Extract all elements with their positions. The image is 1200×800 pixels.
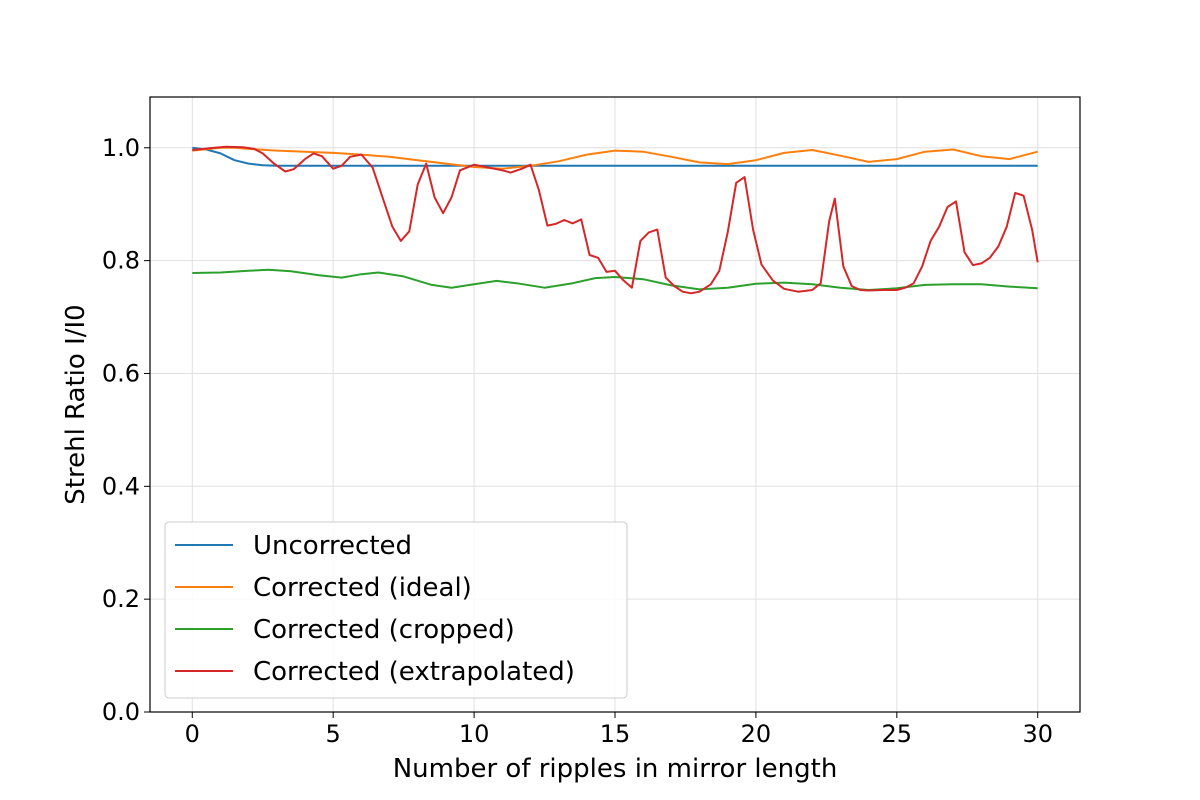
x-tick-label: 20 [741, 720, 772, 748]
x-tick-label: 10 [459, 720, 490, 748]
legend-label: Corrected (ideal) [253, 573, 472, 603]
x-tick-label: 25 [882, 720, 913, 748]
x-axis-ticks: 0 5 10 15 20 25 30 [185, 712, 1053, 748]
legend-label: Corrected (extrapolated) [253, 657, 575, 687]
x-tick-label: 0 [185, 720, 200, 748]
y-axis-ticks: 0.0 0.2 0.4 0.6 0.8 1.0 [102, 134, 150, 726]
series-line-corrected-extrapolated [192, 145, 1039, 295]
legend: Uncorrected Corrected (ideal) Corrected (c… [164, 521, 628, 699]
legend-label: Uncorrected [253, 531, 412, 561]
legend-box [164, 521, 628, 699]
x-axis-label: Number of ripples in mirror length [393, 754, 838, 784]
x-tick-label: 5 [326, 720, 341, 748]
y-tick-label: 0.4 [102, 472, 140, 500]
series-line-corrected-ideal [192, 146, 1038, 170]
y-tick-label: 0.0 [102, 698, 140, 726]
series-line-uncorrected [192, 146, 1038, 167]
y-tick-label: 0.8 [102, 247, 140, 275]
series-lines [192, 145, 1039, 295]
y-tick-label: 0.2 [102, 585, 140, 613]
legend-label: Corrected (cropped) [253, 615, 515, 645]
x-tick-label: 15 [600, 720, 631, 748]
y-tick-label: 1.0 [102, 134, 140, 162]
y-axis-label: Strehl Ratio I/I0 [61, 304, 91, 504]
y-tick-label: 0.6 [102, 359, 140, 387]
x-tick-label: 30 [1022, 720, 1053, 748]
